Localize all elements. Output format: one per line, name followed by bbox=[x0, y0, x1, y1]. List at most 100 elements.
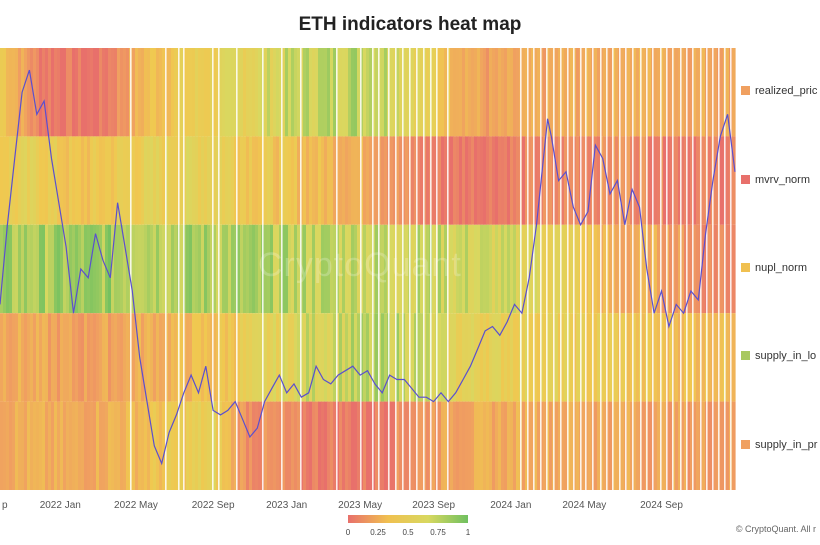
heatmap-cell bbox=[555, 48, 559, 137]
legend-item[interactable]: nupl_norm bbox=[741, 262, 807, 274]
heatmap-cell bbox=[471, 136, 475, 225]
heatmap-cell bbox=[75, 224, 79, 314]
gap-stripe bbox=[706, 48, 708, 490]
heatmap-cell bbox=[516, 313, 520, 402]
heatmap-cell bbox=[561, 224, 565, 314]
heatmap-cell bbox=[549, 136, 553, 225]
heatmap-cell bbox=[612, 401, 616, 490]
heatmap-cell bbox=[207, 401, 211, 490]
heatmap-cell bbox=[102, 224, 106, 314]
heatmap-cell bbox=[78, 48, 82, 137]
heatmap-cell bbox=[219, 313, 223, 402]
heatmap-cell bbox=[648, 136, 652, 225]
heatmap-cell bbox=[582, 401, 586, 490]
heatmap-cell bbox=[465, 48, 469, 137]
heatmap-cell bbox=[534, 401, 538, 490]
heatmap-cell bbox=[693, 224, 697, 314]
heatmap-cell bbox=[288, 48, 292, 137]
heatmap-cell bbox=[297, 401, 301, 490]
heatmap-cell bbox=[72, 48, 76, 137]
heatmap-cell bbox=[633, 136, 637, 225]
heatmap-cell bbox=[51, 136, 55, 225]
heatmap-cell bbox=[174, 136, 178, 225]
heatmap-cell bbox=[474, 224, 478, 314]
heatmap-cell bbox=[228, 48, 232, 137]
gap-stripe bbox=[395, 48, 397, 490]
heatmap-cell bbox=[57, 48, 61, 137]
heatmap-cell bbox=[153, 136, 157, 225]
heatmap-cell bbox=[228, 401, 232, 490]
heatmap-cell bbox=[249, 136, 253, 225]
heatmap-cell bbox=[219, 48, 223, 137]
heatmap-cell bbox=[9, 313, 13, 402]
legend-item[interactable]: mvrv_norm bbox=[741, 174, 810, 186]
heatmap-cell bbox=[84, 48, 88, 137]
heatmap-cell bbox=[600, 48, 604, 137]
heatmap-cell bbox=[540, 48, 544, 137]
heatmap-cell bbox=[633, 401, 637, 490]
heatmap-cell bbox=[201, 48, 205, 137]
heatmap-cell bbox=[225, 313, 229, 402]
heatmap-cell bbox=[495, 224, 499, 314]
heatmap-cell bbox=[138, 224, 142, 314]
heatmap-cell bbox=[279, 224, 283, 314]
heatmap-cell bbox=[510, 224, 514, 314]
heatmap-cell bbox=[363, 313, 367, 402]
heatmap-cell bbox=[714, 136, 718, 225]
heatmap-cell bbox=[321, 401, 325, 490]
heatmap-cell bbox=[378, 224, 382, 314]
heatmap-cell bbox=[156, 224, 160, 314]
heatmap-cell bbox=[258, 401, 262, 490]
heatmap-cell bbox=[258, 136, 262, 225]
heatmap-cell bbox=[417, 401, 421, 490]
heatmap-cell bbox=[399, 136, 403, 225]
heatmap-cell bbox=[465, 224, 469, 314]
heatmap-cell bbox=[135, 48, 139, 137]
heatmap-cell bbox=[243, 224, 247, 314]
heatmap-cell bbox=[240, 401, 244, 490]
heatmap-cell bbox=[240, 313, 244, 402]
heatmap-cell bbox=[696, 401, 700, 490]
heatmap-cell bbox=[0, 48, 4, 137]
heatmap-cell bbox=[669, 401, 673, 490]
heatmap-cell bbox=[726, 48, 730, 137]
heatmap-cell bbox=[486, 136, 490, 225]
legend-label: supply_in_lo bbox=[755, 350, 817, 363]
gap-stripe bbox=[402, 48, 404, 490]
gap-stripe bbox=[360, 48, 362, 490]
heatmap-cell bbox=[636, 224, 640, 314]
heatmap-cell bbox=[615, 48, 619, 137]
heatmap-cell bbox=[390, 48, 394, 137]
heatmap-cell bbox=[9, 401, 13, 490]
heatmap-cell bbox=[732, 136, 736, 225]
heatmap-cell bbox=[246, 313, 250, 402]
colorbar-label: 1 bbox=[465, 528, 471, 537]
heatmap-cell bbox=[525, 313, 529, 402]
heatmap-cell bbox=[357, 401, 361, 490]
heatmap-cell bbox=[171, 313, 175, 402]
chart-title: ETH indicators heat map bbox=[298, 14, 522, 35]
heatmap-cell bbox=[423, 401, 427, 490]
heatmap-cell bbox=[672, 401, 676, 490]
heatmap-cell bbox=[501, 224, 505, 314]
legend-item[interactable]: realized_pric bbox=[741, 85, 817, 97]
gap-stripe bbox=[600, 48, 602, 490]
heatmap-cell bbox=[444, 48, 448, 137]
heatmap-cell bbox=[537, 313, 541, 402]
heatmap-cell bbox=[672, 224, 676, 314]
legend-item[interactable]: supply_in_lo bbox=[741, 350, 816, 362]
heatmap-cell bbox=[702, 136, 706, 225]
heatmap-cell bbox=[399, 313, 403, 402]
heatmap-cell bbox=[315, 136, 319, 225]
heatmap-cell bbox=[162, 136, 166, 225]
heatmap-cell bbox=[183, 313, 187, 402]
legend-item[interactable]: supply_in_pr bbox=[741, 439, 817, 451]
heatmap-cell bbox=[315, 401, 319, 490]
heatmap-cell bbox=[360, 136, 364, 225]
heatmap-cell bbox=[60, 224, 64, 314]
heatmap-cell bbox=[666, 313, 670, 402]
heatmap-cell bbox=[162, 313, 166, 402]
heatmap-cell bbox=[114, 313, 118, 402]
heatmap-cell bbox=[255, 48, 259, 137]
gap-stripe bbox=[730, 48, 732, 490]
